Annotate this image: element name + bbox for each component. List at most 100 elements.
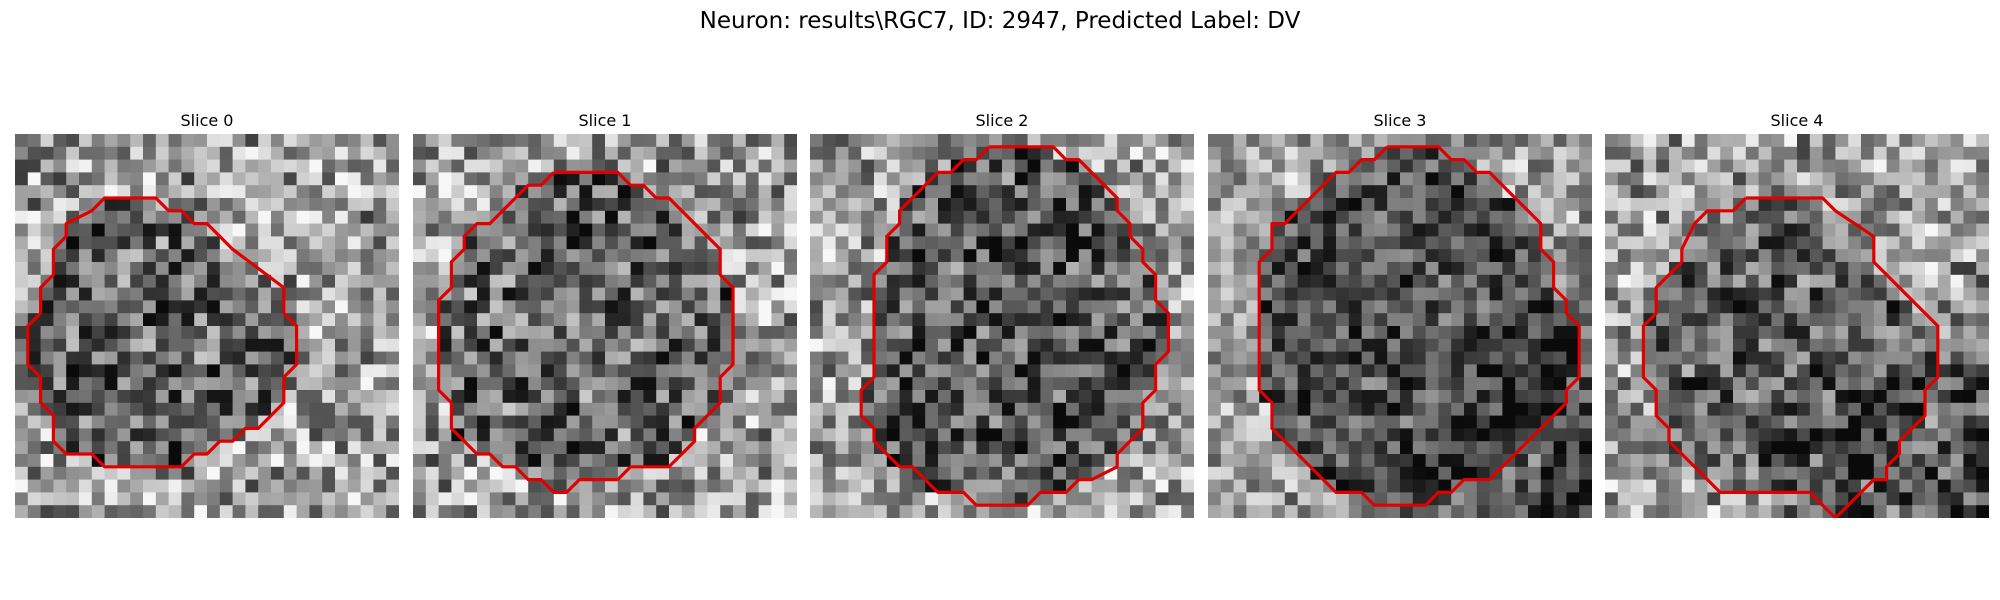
- pixel: [1117, 262, 1131, 276]
- pixel: [1400, 338, 1414, 352]
- pixel: [1861, 351, 1875, 365]
- pixel: [1438, 428, 1452, 442]
- pixel: [1822, 274, 1836, 288]
- pixel: [1014, 262, 1028, 276]
- pixel: [258, 198, 272, 212]
- pixel: [1605, 351, 1619, 365]
- pixel: [784, 274, 797, 288]
- pixel: [579, 338, 593, 352]
- pixel: [15, 262, 29, 276]
- pixel: [630, 300, 644, 314]
- pixel: [1155, 479, 1169, 493]
- pixel: [489, 377, 503, 391]
- pixel: [1937, 249, 1951, 263]
- pixel: [1822, 313, 1836, 327]
- pixel: [1566, 223, 1580, 237]
- pixel: [1771, 428, 1785, 442]
- pixel: [1078, 198, 1092, 212]
- pixel: [1002, 236, 1016, 250]
- pixel: [669, 159, 683, 173]
- pixel: [758, 210, 772, 224]
- pixel: [1323, 185, 1337, 199]
- pixel: [1861, 454, 1875, 468]
- pixel: [232, 262, 246, 276]
- pixel: [669, 505, 683, 518]
- pixel: [1925, 274, 1939, 288]
- pixel: [950, 210, 964, 224]
- pixel: [1502, 198, 1516, 212]
- pixel: [258, 236, 272, 250]
- pixel: [681, 172, 695, 186]
- pixel: [1848, 198, 1862, 212]
- pixel: [1297, 172, 1311, 186]
- pixel: [1605, 454, 1619, 468]
- pixel: [1104, 274, 1118, 288]
- pixel: [1733, 402, 1747, 416]
- pixel: [1963, 198, 1977, 212]
- pixel: [1040, 351, 1054, 365]
- pixel: [130, 390, 144, 404]
- pixel: [194, 338, 208, 352]
- pixel: [502, 262, 516, 276]
- pixel: [1809, 479, 1823, 493]
- pixel: [1745, 338, 1759, 352]
- pixel: [1476, 454, 1490, 468]
- pixel: [1540, 262, 1554, 276]
- pixel: [1963, 479, 1977, 493]
- pixel: [1656, 300, 1670, 314]
- pixel: [1220, 300, 1234, 314]
- pixel: [194, 236, 208, 250]
- pixel: [643, 364, 657, 378]
- pixel: [822, 415, 836, 429]
- pixel: [528, 262, 542, 276]
- pixel: [1886, 210, 1900, 224]
- pixel: [130, 262, 144, 276]
- pixel: [1963, 492, 1977, 506]
- pixel: [553, 326, 567, 340]
- pixel: [1656, 505, 1670, 518]
- pixel: [1053, 492, 1067, 506]
- pixel: [1720, 338, 1734, 352]
- pixel: [271, 364, 285, 378]
- pixel: [258, 172, 272, 186]
- pixel: [1835, 428, 1849, 442]
- pixel: [1233, 223, 1247, 237]
- pixel: [53, 492, 67, 506]
- pixel: [232, 236, 246, 250]
- pixel: [1733, 159, 1747, 173]
- pixel: [1220, 466, 1234, 480]
- pixel: [963, 134, 977, 148]
- pixel: [1617, 210, 1631, 224]
- pixel: [117, 172, 131, 186]
- pixel: [1963, 454, 1977, 468]
- pixel: [1425, 134, 1439, 148]
- pixel: [938, 159, 952, 173]
- pixel: [1053, 466, 1067, 480]
- pixel: [1605, 159, 1619, 173]
- pixel: [219, 466, 233, 480]
- pixel: [938, 415, 952, 429]
- pixel: [1963, 223, 1977, 237]
- pixel: [1925, 223, 1939, 237]
- pixel: [771, 159, 785, 173]
- pixel: [1155, 223, 1169, 237]
- pixel: [1720, 236, 1734, 250]
- pixel: [1091, 338, 1105, 352]
- pixel: [1168, 338, 1182, 352]
- pixel: [1464, 364, 1478, 378]
- pixel: [1976, 351, 1989, 365]
- pixel: [1310, 326, 1324, 340]
- pixel: [1272, 236, 1286, 250]
- pixel: [592, 441, 606, 455]
- pixel: [386, 134, 399, 148]
- pixel: [1771, 185, 1785, 199]
- pixel: [938, 479, 952, 493]
- pixel: [1822, 236, 1836, 250]
- pixel: [1861, 185, 1875, 199]
- pixel: [335, 326, 349, 340]
- pixel: [605, 428, 619, 442]
- pixel: [1605, 313, 1619, 327]
- pixel: [168, 428, 182, 442]
- pixel: [1361, 390, 1375, 404]
- pixel: [1284, 198, 1298, 212]
